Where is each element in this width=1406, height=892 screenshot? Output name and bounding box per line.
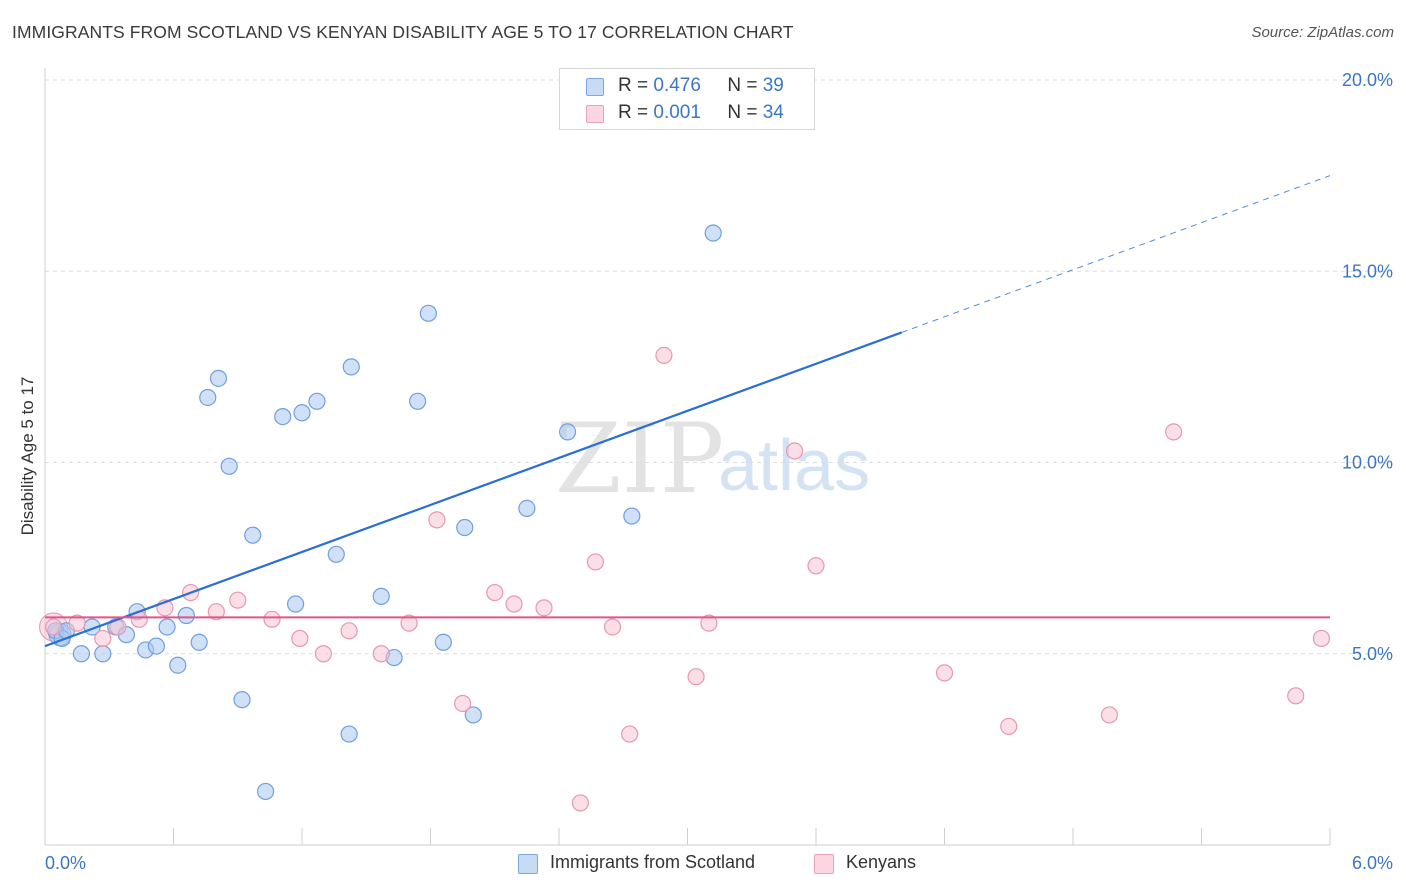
legend-r-value-scotland: 0.476	[653, 75, 701, 96]
kenyans-point	[314, 645, 333, 663]
scotland-point	[342, 358, 360, 376]
kenyans-point	[486, 583, 504, 602]
kenyans-point	[505, 595, 523, 613]
scotland-point	[147, 637, 165, 655]
kenyans-point	[94, 629, 112, 648]
kenyans-point	[207, 603, 225, 621]
trend-lines	[44, 175, 1331, 648]
bottom-legend-swatch-scotland	[518, 854, 538, 874]
scotland-point	[623, 507, 641, 525]
kenyans-point	[400, 614, 418, 632]
kenyans-point	[454, 694, 472, 713]
scotland-point	[327, 545, 345, 563]
kenyans-point	[586, 553, 605, 571]
kenyans-point	[700, 614, 718, 632]
kenyans-point	[291, 629, 309, 648]
bottom-legend-swatch-kenyans	[814, 854, 834, 874]
scotland-point	[409, 392, 427, 410]
scotland-point	[456, 518, 474, 537]
source-label: Source: ZipAtlas.com	[1251, 24, 1394, 41]
scotland-point	[464, 706, 482, 724]
kenyans-point	[935, 664, 954, 682]
kenyans-point	[372, 645, 390, 663]
scotland-trend-line	[44, 331, 903, 648]
kenyans-point	[1312, 629, 1331, 648]
scotland-point	[256, 782, 275, 801]
kenyans-point	[785, 442, 804, 460]
scotland-point	[177, 606, 195, 625]
chart-title: IMMIGRANTS FROM SCOTLAND VS KENYAN DISAB…	[12, 22, 794, 42]
y-tick-label: 10.0%	[1342, 453, 1393, 473]
watermark-atlas: atlas	[718, 426, 870, 506]
scotland-point	[340, 725, 358, 743]
kenyans-point	[655, 346, 673, 364]
legend-swatch-kenyans	[586, 105, 604, 123]
legend-n-value-kenyans: 34	[762, 102, 784, 123]
kenyans-point	[340, 622, 358, 640]
y-tick-label: 15.0%	[1342, 261, 1393, 281]
kenyans-point	[621, 725, 639, 743]
kenyans-point	[263, 610, 281, 628]
correlation-legend: R = 0.476 N = 39 R = 0.001 N = 34	[559, 68, 815, 130]
watermark: ZIP atlas	[555, 403, 870, 515]
y-tick-label: 5.0%	[1352, 644, 1393, 664]
scotland-point	[72, 645, 91, 663]
scotland-point	[199, 388, 217, 407]
legend-swatch-scotland	[586, 78, 604, 96]
bottom-legend-label-scotland: Immigrants from Scotland	[550, 852, 756, 872]
legend-n-value-scotland: 39	[762, 75, 784, 96]
scotland-point	[419, 304, 437, 322]
kenyans-point	[571, 794, 590, 812]
scotland-point	[274, 408, 292, 426]
kenyans-point	[807, 557, 825, 575]
scotland-point	[209, 369, 228, 387]
kenyans-point	[44, 618, 63, 636]
kenyans-point	[428, 511, 446, 529]
kenyans-point	[535, 599, 553, 617]
kenyans-point	[1287, 687, 1305, 705]
kenyans-point	[1100, 706, 1119, 724]
legend-n-label: N =	[727, 75, 758, 96]
scotland-trend-extension	[901, 175, 1331, 333]
scotland-point	[233, 691, 251, 709]
legend-r-label: R =	[618, 102, 649, 123]
scotland-point	[308, 392, 326, 410]
legend-n-label: N =	[727, 102, 758, 123]
scotland-point	[293, 404, 311, 422]
scotland-point	[518, 499, 536, 517]
scotland-point	[704, 224, 722, 242]
kenyans-point	[1000, 717, 1018, 736]
scotland-point	[220, 457, 238, 475]
bottom-legend-label-kenyans: Kenyans	[846, 852, 917, 872]
scotland-point	[558, 423, 577, 441]
scotland-point	[169, 656, 187, 674]
scotland-point	[434, 633, 452, 651]
y-axis-label: Disability Age 5 to 17	[18, 376, 37, 536]
kenyans-point	[603, 618, 622, 636]
legend-r-value-kenyans: 0.001	[653, 102, 701, 123]
x-tick-label-min: 0.0%	[45, 853, 86, 873]
scotland-point	[372, 587, 390, 605]
scotland-point	[244, 526, 262, 544]
kenyans-point	[229, 591, 247, 609]
y-tick-label: 20.0%	[1342, 70, 1393, 90]
kenyans-point	[687, 668, 705, 686]
watermark-zip: ZIP	[555, 403, 724, 515]
gridlines	[45, 79, 1392, 655]
scotland-point	[158, 618, 176, 636]
scotland-point	[94, 645, 112, 663]
data-points	[39, 224, 1331, 812]
axes	[44, 68, 1331, 846]
scotland-point	[190, 633, 208, 651]
kenyans-point	[1165, 423, 1183, 441]
x-tick-label-max: 6.0%	[1352, 853, 1393, 873]
legend-r-label: R =	[618, 75, 649, 96]
scotland-point	[286, 595, 305, 613]
kenyans-point	[68, 614, 86, 632]
tick-labels: 5.0% 10.0% 15.0% 20.0% 0.0% 6.0%	[45, 70, 1393, 873]
